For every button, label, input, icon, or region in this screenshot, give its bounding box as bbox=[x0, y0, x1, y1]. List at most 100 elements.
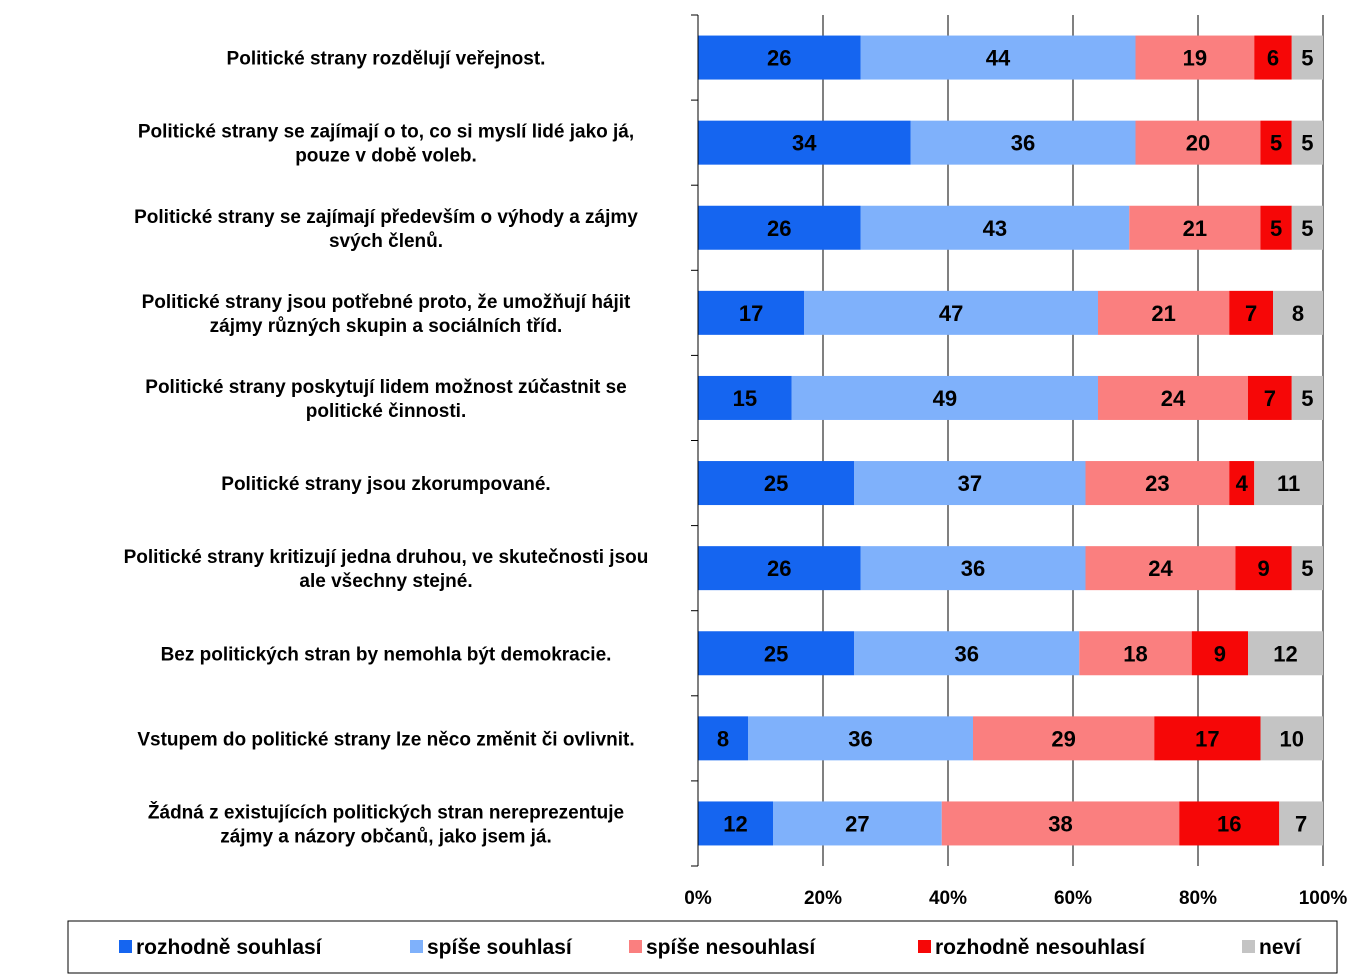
category-label: Politické strany rozdělují veřejnost. bbox=[227, 49, 546, 70]
category-label: Politické strany jsou zkorumpované. bbox=[221, 474, 550, 495]
bars: 26 44 19 6 534 36 20 5 526 43 21 5 517 47 21 7 815 49 24 7 5… bbox=[698, 35, 1323, 846]
bar-segment bbox=[698, 120, 911, 165]
category-label: zájmy různých skupin a sociálních tříd. bbox=[210, 316, 563, 337]
x-tick-label: 40% bbox=[929, 888, 967, 909]
bar-segment bbox=[698, 631, 855, 676]
category-label: zájmy a názory občanů, jako jsem já. bbox=[220, 826, 552, 847]
legend-label: rozhodně nesouhlasí bbox=[935, 936, 1146, 959]
data-label: 5 bbox=[1270, 131, 1282, 156]
category-label: Vstupem do politické strany lze něco změ… bbox=[137, 729, 634, 750]
x-tick-label: 60% bbox=[1054, 888, 1092, 909]
data-label: 44 bbox=[986, 46, 1011, 71]
bar-segment bbox=[698, 205, 861, 250]
data-label: 12 bbox=[723, 811, 747, 836]
legend-label: rozhodně souhlasí bbox=[136, 936, 323, 959]
bar-segment bbox=[1135, 35, 1255, 80]
data-label: 21 bbox=[1151, 301, 1175, 326]
data-label: 18 bbox=[1123, 641, 1147, 666]
legend-label: spíše nesouhlasí bbox=[646, 936, 816, 959]
bar-segment bbox=[1291, 120, 1323, 165]
data-label: 26 bbox=[767, 556, 791, 581]
bar-segment bbox=[1291, 375, 1323, 420]
bar-segment bbox=[748, 716, 973, 761]
legend-box bbox=[67, 920, 1338, 974]
data-label: 15 bbox=[733, 386, 757, 411]
category-label: pouze v době voleb. bbox=[295, 146, 477, 167]
data-label: 10 bbox=[1280, 726, 1304, 751]
bar-segment bbox=[1260, 120, 1292, 165]
data-label: 27 bbox=[845, 811, 869, 836]
bar-segment bbox=[1154, 716, 1261, 761]
category-label: Politické strany kritizují jedna druhou,… bbox=[124, 547, 649, 568]
bar-segment bbox=[1273, 290, 1323, 335]
legend: rozhodně souhlasí spíše souhlasí spíše nes… bbox=[67, 920, 1338, 974]
bar-segment bbox=[1291, 205, 1323, 250]
bar-segment bbox=[1229, 290, 1273, 335]
x-tick-label: 100% bbox=[1299, 888, 1348, 909]
category-label: Politické strany poskytují lidem možnost… bbox=[145, 377, 626, 398]
data-label: 7 bbox=[1245, 301, 1257, 326]
bar-segment bbox=[698, 716, 748, 761]
legend-swatch bbox=[629, 940, 642, 953]
data-label: 9 bbox=[1258, 556, 1270, 581]
bar-segment bbox=[698, 375, 792, 420]
category-label: Politické strany se zajímají především o… bbox=[134, 207, 638, 228]
legend-label: spíše souhlasí bbox=[427, 936, 573, 959]
data-label: 5 bbox=[1301, 386, 1313, 411]
data-label: 29 bbox=[1051, 726, 1075, 751]
bar-segment bbox=[854, 631, 1080, 676]
data-label: 43 bbox=[983, 216, 1007, 241]
bar-segment bbox=[1129, 205, 1261, 250]
data-label: 19 bbox=[1183, 46, 1207, 71]
bar-segment bbox=[1248, 375, 1292, 420]
bar-segment bbox=[1079, 631, 1192, 676]
bar-segment bbox=[1279, 801, 1323, 846]
category-label: Žádná z existujících politických stran n… bbox=[148, 801, 624, 823]
legend-swatch bbox=[918, 940, 931, 953]
x-tick-label: 20% bbox=[804, 888, 842, 909]
bar-segment bbox=[698, 35, 861, 80]
bar-segment bbox=[1179, 801, 1280, 846]
data-label: 26 bbox=[767, 46, 791, 71]
bar-segment bbox=[1229, 461, 1255, 506]
x-tick-label: 0% bbox=[684, 888, 712, 909]
bar-segment bbox=[1260, 205, 1292, 250]
bar-segment bbox=[860, 546, 1086, 591]
bar-segment bbox=[1098, 375, 1248, 420]
data-label: 17 bbox=[1195, 726, 1219, 751]
data-label: 36 bbox=[848, 726, 872, 751]
data-label: 17 bbox=[739, 301, 763, 326]
bar-segment bbox=[698, 801, 773, 846]
bar-segment bbox=[1191, 631, 1248, 676]
bar-segment bbox=[1085, 546, 1236, 591]
bar-segment bbox=[973, 716, 1155, 761]
bar-segment bbox=[791, 375, 1098, 420]
bar-segment bbox=[1248, 631, 1323, 676]
data-label: 8 bbox=[1292, 301, 1304, 326]
data-label: 24 bbox=[1148, 556, 1173, 581]
bar-segment bbox=[1254, 461, 1323, 506]
data-label: 47 bbox=[939, 301, 963, 326]
bar-segment bbox=[1254, 35, 1292, 80]
bar-segment bbox=[941, 801, 1180, 846]
data-label: 9 bbox=[1214, 641, 1226, 666]
category-label: Politické strany jsou potřebné proto, že… bbox=[142, 292, 631, 313]
data-label: 34 bbox=[792, 131, 817, 156]
data-label: 7 bbox=[1295, 811, 1307, 836]
data-label: 25 bbox=[764, 641, 788, 666]
legend-swatch bbox=[1242, 940, 1255, 953]
bar-segment bbox=[698, 461, 855, 506]
data-label: 36 bbox=[961, 556, 985, 581]
bar-segment bbox=[773, 801, 942, 846]
bar-segment bbox=[854, 461, 1086, 506]
data-label: 36 bbox=[955, 641, 979, 666]
category-label: Politické strany se zajímají o to, co si… bbox=[138, 122, 634, 143]
data-label: 49 bbox=[933, 386, 957, 411]
data-label: 5 bbox=[1301, 216, 1313, 241]
bar-segment bbox=[860, 35, 1136, 80]
bar-segment bbox=[1291, 546, 1323, 591]
category-labels: Politické strany rozdělují veřejnost. Pol… bbox=[124, 49, 649, 848]
x-tick-labels: 0% 20% 40% 60% 80% 100% bbox=[684, 888, 1347, 909]
bar-segment bbox=[1085, 461, 1230, 506]
